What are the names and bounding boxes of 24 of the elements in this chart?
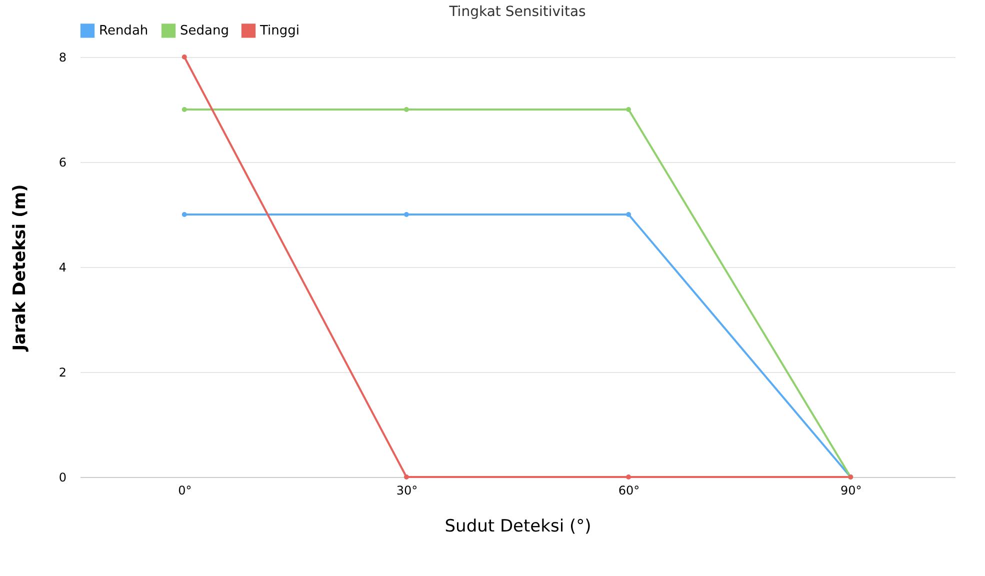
x-tick-label: 30° bbox=[396, 484, 418, 498]
point bbox=[182, 54, 187, 60]
x-tick-label: 90° bbox=[840, 484, 862, 498]
point bbox=[626, 474, 632, 480]
y-tick-label: 0 bbox=[58, 470, 66, 484]
x-axis-title: Sudut Deteksi (°) bbox=[444, 516, 592, 536]
point bbox=[404, 212, 409, 217]
y-axis-title: Jarak Deteksi (m) bbox=[10, 184, 30, 352]
legend-label: Sedang bbox=[180, 24, 229, 39]
point bbox=[626, 212, 632, 217]
point bbox=[404, 107, 409, 112]
point bbox=[626, 107, 632, 112]
point bbox=[182, 107, 187, 112]
chart-title: Tingkat Sensitivitas bbox=[448, 4, 586, 20]
x-tick-label: 0° bbox=[178, 484, 192, 498]
point bbox=[404, 474, 409, 480]
y-tick-label: 2 bbox=[58, 366, 66, 380]
x-tick-label: 60° bbox=[618, 484, 640, 498]
y-tick-label: 8 bbox=[58, 50, 66, 64]
y-tick-label: 4 bbox=[58, 260, 66, 274]
y-tick-label: 6 bbox=[58, 156, 66, 170]
legend-label: Rendah bbox=[99, 24, 148, 39]
point bbox=[182, 212, 187, 217]
legend-label: Tinggi bbox=[259, 24, 300, 39]
